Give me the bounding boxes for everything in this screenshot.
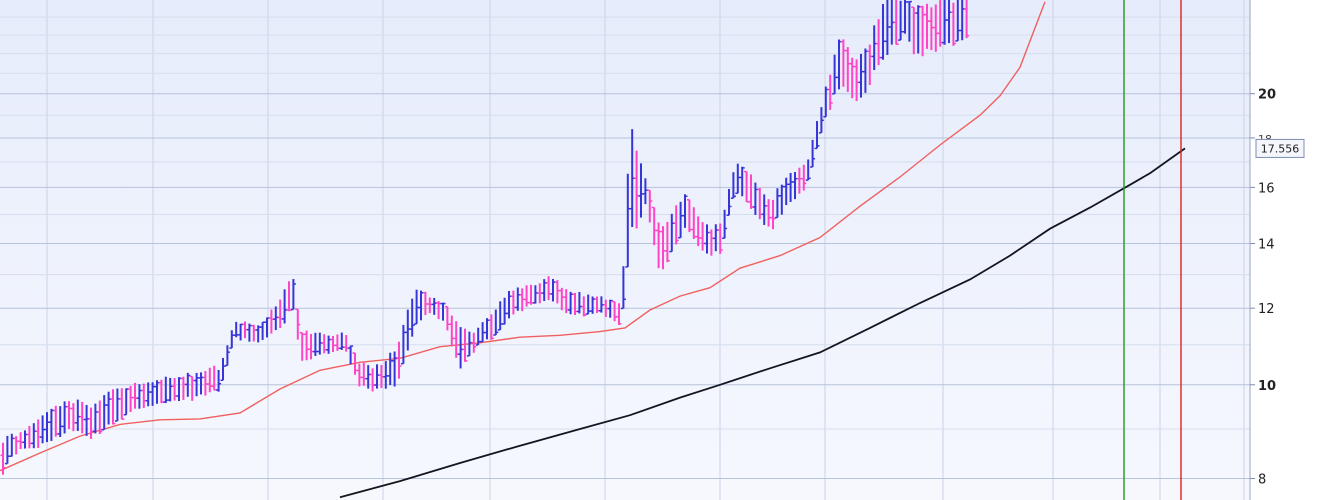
y-tick-label: 20 [1258,88,1276,103]
ohlc-bar [290,279,296,311]
ohlc-bar [110,389,116,425]
y-tick-label: 16 [1258,181,1275,196]
ohlc-bar [295,308,301,340]
vertical-markers [1123,0,1182,500]
last-price-box: 17.556 [1255,138,1305,158]
moving-averages [0,1,1186,499]
ohlc-bar [770,199,776,230]
axis-panel [1250,0,1320,500]
fast-moving-average-line [0,1,1046,472]
ohlc-bar [906,0,912,42]
ohlc-bar [616,303,622,325]
ohlc-bar [717,223,723,254]
ohlc-bar [722,209,728,240]
ohlc-bar [805,159,811,181]
ohlc-bar [216,370,222,392]
ohlc-bar [119,388,125,420]
ohlc-bar [964,0,970,39]
ohlc-bar [827,74,833,110]
ohlc-bar [462,328,468,362]
plot-background [0,0,1250,500]
ohlc-bar [440,302,446,321]
ohlc-bar [581,296,587,317]
ohlc-bar [493,309,499,336]
ohlc-bar [730,172,736,199]
slow-moving-average-line [339,147,1186,499]
y-axis: 8101214161820 [1250,88,1276,487]
ohlc-bar [801,164,807,191]
last-price-label: 17.556 [1261,142,1300,155]
ohlc-bar [664,221,670,263]
ohlc-bar [185,372,191,397]
ohlc-bar [620,266,626,310]
price-bars [0,0,970,475]
ohlc-bar [682,194,688,228]
ohlc-bar [97,400,103,435]
ohlc-bar [818,107,824,134]
ohlc-bar [950,2,956,46]
ohlc-bar [471,332,477,353]
ohlc-bar [739,166,745,197]
ohlc-bar [814,121,820,150]
y-tick-label: 10 [1258,379,1276,394]
ohlc-bar [396,341,402,379]
ohlc-bar [224,345,230,367]
ohlc-bar [607,299,613,318]
ohlc-bar [673,205,679,245]
y-tick-label: 14 [1258,237,1275,252]
grid [0,0,1250,500]
ohlc-bar [647,189,653,223]
y-tick-label: 12 [1258,302,1275,317]
y-tick-label: 8 [1258,472,1266,487]
ohlc-bar [488,314,494,340]
ohlc-bar [409,298,415,337]
ohlc-bar [893,0,899,46]
ohlc-bar [810,139,816,168]
ohlc-bar [348,345,354,365]
ohlc-bar [726,188,732,217]
ohlc-bar [0,442,6,475]
